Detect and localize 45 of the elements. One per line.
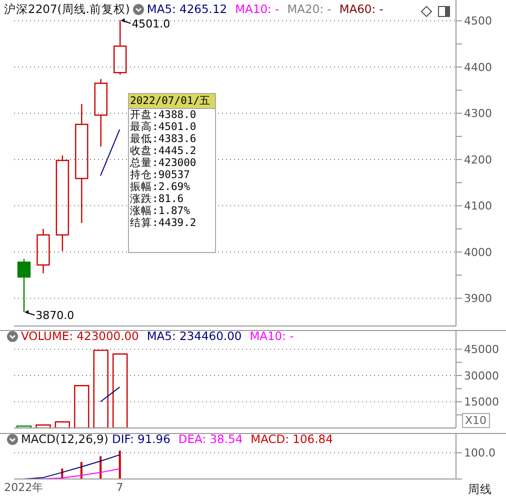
bar <box>112 353 128 428</box>
legend-label: MA10: - <box>235 2 280 16</box>
y-tick-label: 45000 <box>464 343 499 356</box>
annotation: 结算:4439.2 <box>129 217 198 229</box>
legend-label: MA20: - <box>287 2 332 16</box>
y-tick-label: 4100 <box>464 200 492 213</box>
y-tick-label: 3900 <box>464 292 492 306</box>
annotation: 振幅:2.69% <box>129 181 191 193</box>
y-tick-label: 4200 <box>464 153 492 166</box>
annotation: 最高:4501.0 <box>129 121 198 133</box>
y-tick-label: 4400 <box>464 60 492 74</box>
y-tick-label: 30000 <box>464 369 499 382</box>
text: MACD: 106.84 <box>250 432 333 446</box>
text: X10 <box>462 413 490 428</box>
annotation: 开盘:4388.0 <box>129 109 198 121</box>
text: 周线 <box>468 482 492 497</box>
chart-title: MACD(12,26,9) <box>21 432 108 446</box>
chart-title: 沪深2207(周线.前复权) <box>4 2 130 16</box>
legend-label: MA60: - <box>339 2 384 16</box>
annotation: 3870.0 <box>36 309 74 322</box>
annotation: 最低:4383.6 <box>129 133 198 145</box>
candlestick <box>36 228 50 274</box>
y-tick-label: 15000 <box>464 396 499 409</box>
y-tick-label: 4300 <box>464 107 492 120</box>
annotation: 4501.0 <box>132 17 170 30</box>
legend-label: MA10: - <box>250 329 294 343</box>
y-tick-label: 4000 <box>464 246 492 259</box>
text: MA5: 4265.12 <box>146 2 228 16</box>
y-tick-label: 4500 <box>464 14 492 28</box>
annotation: 2022/07/01/五 <box>129 94 215 109</box>
annotation: 涨跌:81.6 <box>129 193 185 205</box>
bar <box>93 350 108 428</box>
x-tick-label: 7 <box>116 480 124 494</box>
annotation: 收盘:4445.2 <box>129 145 198 157</box>
candlestick <box>75 103 88 224</box>
series-label: VOLUME: 423000.00 <box>21 329 139 343</box>
annotation: 总量:423000 <box>129 157 198 169</box>
annotation: 涨幅:1.87% <box>129 205 191 217</box>
annotation: 持仓:90537 <box>129 169 191 181</box>
bar <box>74 385 90 428</box>
y-tick-label: 100.0 <box>464 446 496 460</box>
series-label: DIF: 91.96 <box>112 432 170 446</box>
text: DEA: 38.54 <box>178 432 243 446</box>
x-tick-label: 2022年 <box>4 480 44 494</box>
text: MA5: 234460.00 <box>146 329 242 343</box>
